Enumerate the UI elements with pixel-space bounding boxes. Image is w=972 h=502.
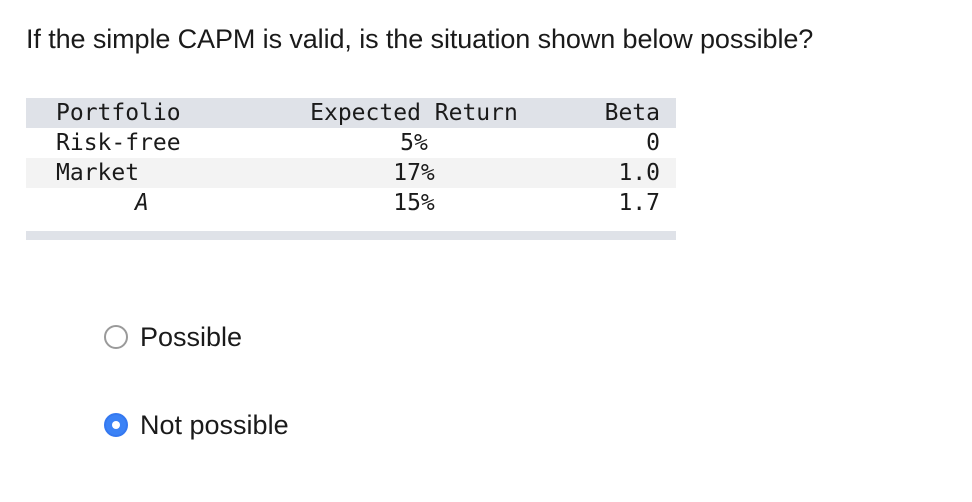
radio-unchecked-icon[interactable] <box>104 325 128 349</box>
table-footer-bar <box>26 231 676 240</box>
question-text: If the simple CAPM is valid, is the situ… <box>26 24 814 54</box>
capm-table: Portfolio Expected Return Beta Risk-free… <box>26 98 676 218</box>
cell-beta: 1.7 <box>618 190 660 216</box>
cell-portfolio: Risk-free <box>56 130 181 156</box>
header-beta: Beta <box>604 100 660 126</box>
table-row: Risk-free 5% 0 <box>26 128 676 158</box>
option-label[interactable]: Not possible <box>140 409 289 440</box>
cell-beta: 1.0 <box>618 160 660 186</box>
radio-checked-icon[interactable] <box>104 413 128 437</box>
cell-portfolio: A <box>135 190 149 216</box>
cell-expected-return: 5% <box>400 130 428 156</box>
table-row: A 15% 1.7 <box>26 188 676 218</box>
header-portfolio: Portfolio <box>56 100 181 126</box>
cell-beta: 0 <box>646 130 660 156</box>
cell-expected-return: 15% <box>393 190 435 216</box>
radio-dot-icon <box>112 421 120 429</box>
option-label[interactable]: Possible <box>140 321 243 352</box>
cell-portfolio: Market <box>56 160 140 186</box>
cell-expected-return: 17% <box>393 160 435 186</box>
option-not-possible[interactable]: Not possible <box>104 410 289 440</box>
option-possible[interactable]: Possible <box>104 322 242 352</box>
table-row: Market 17% 1.0 <box>26 158 676 188</box>
header-expected-return: Expected Return <box>310 100 518 126</box>
table-header-row: Portfolio Expected Return Beta <box>26 98 676 128</box>
